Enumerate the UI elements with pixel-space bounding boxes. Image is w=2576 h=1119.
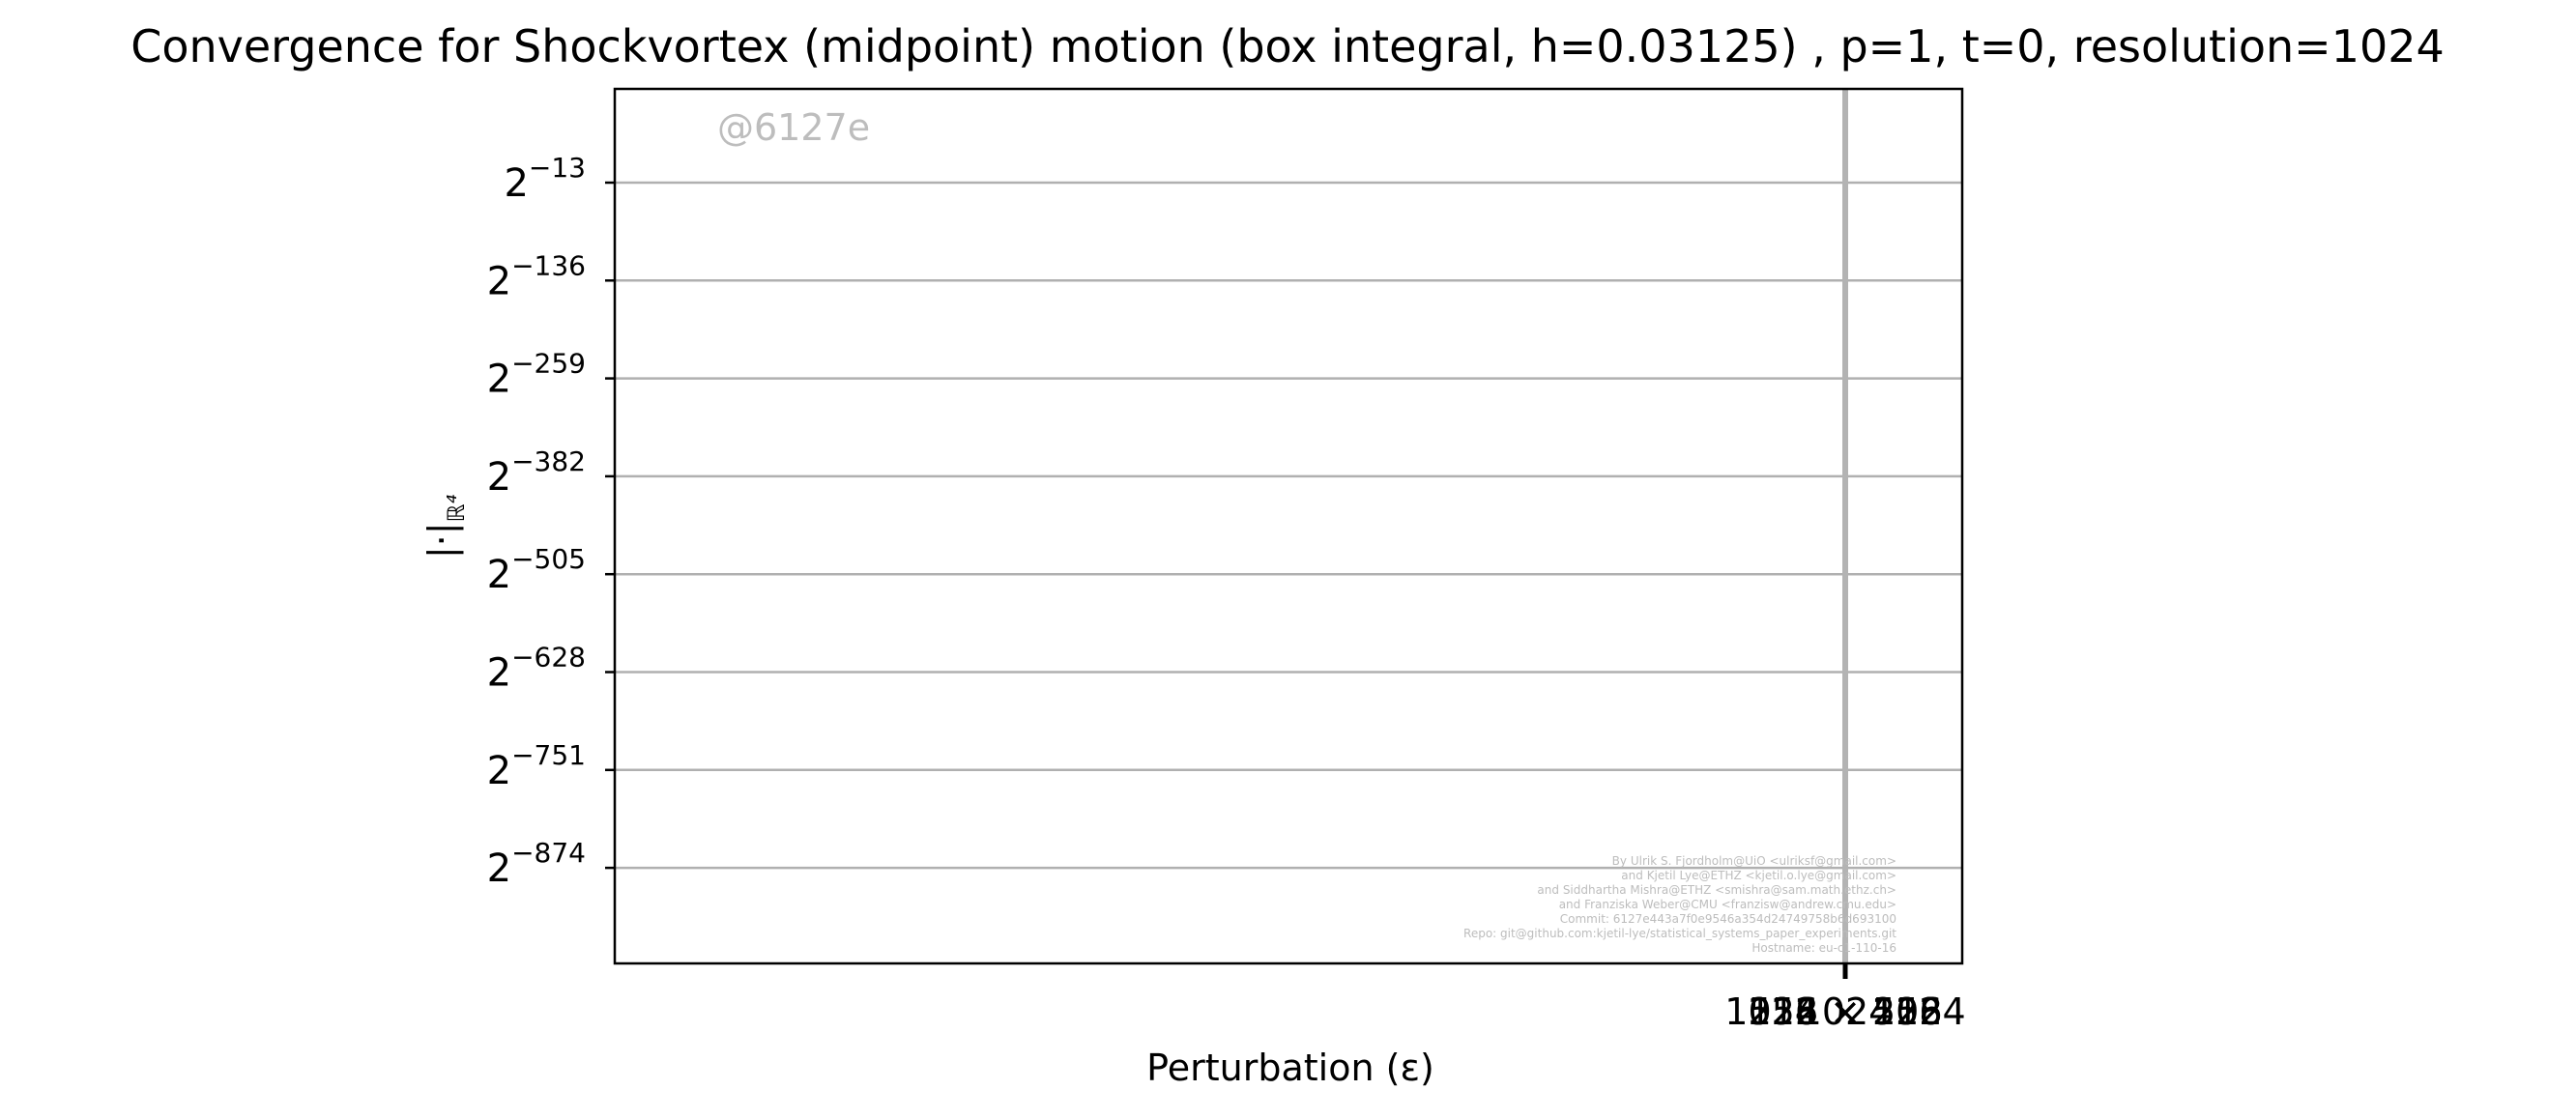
y-tick-label: 2−505 [487, 543, 586, 597]
x-axis-label: Perturbation (ε) [1146, 1047, 1434, 1089]
y-tick-base: 2 [487, 358, 511, 402]
y-tick-exponent: −751 [511, 739, 586, 771]
y-tick-base: 2 [487, 651, 511, 696]
y-tick-base: 2 [487, 846, 511, 891]
credit-line: and Franziska Weber@CMU <franzisw@andrew… [1559, 898, 1896, 911]
y-tick-exponent: −13 [529, 152, 586, 184]
watermark: @6127e [717, 106, 870, 149]
y-tick-label: 2−382 [487, 445, 586, 500]
x-tick-label: 1024 × 1024 [1724, 990, 1965, 1033]
credit-line: By Ulrik S. Fjordholm@UiO <ulriksf@gmail… [1612, 854, 1896, 868]
y-tick-base: 2 [504, 161, 528, 206]
y-tick-label: 2−628 [487, 642, 586, 696]
svg-text:|·|ℝ⁴: |·|ℝ⁴ [420, 494, 470, 559]
credits-block: By Ulrik S. Fjordholm@UiO <ulriksf@gmail… [1463, 854, 1896, 955]
credit-line: Hostname: eu-c1-110-16 [1751, 941, 1896, 955]
y-tick-exponent: −628 [511, 642, 586, 674]
credit-line: and Kjetil Lye@ETHZ <kjetil.o.lye@gmail.… [1621, 869, 1896, 882]
y-axis-label: |·|ℝ⁴ [420, 494, 470, 559]
x-tick-label: 256 × 256 [1748, 990, 1942, 1033]
y-tick-label: 2−259 [487, 348, 586, 402]
y-tick-label: 2−13 [504, 152, 586, 206]
y-tick-label: 2−751 [487, 739, 586, 793]
credit-line: and Siddhartha Mishra@ETHZ <smishra@sam.… [1537, 883, 1896, 897]
y-tick-exponent: −382 [511, 445, 586, 477]
y-tick-base: 2 [487, 749, 511, 793]
y-tick-exponent: −136 [511, 249, 586, 281]
credit-line: Commit: 6127e443a7f0e9546a354d24749758b6… [1560, 912, 1896, 926]
x-axis-label-text: Perturbation (ε) [1146, 1047, 1434, 1089]
y-tick-label: 2−136 [487, 249, 586, 303]
x-tick-label: 1024 [1799, 990, 1893, 1033]
y-tick-exponent: −874 [511, 837, 586, 869]
chart-title: Convergence for Shockvortex (midpoint) m… [130, 20, 2445, 72]
x-tick-label: 512 × 512 [1748, 990, 1942, 1033]
y-axis-label-text: |·| [420, 522, 464, 559]
y-tick-exponent: −259 [511, 348, 586, 380]
y-tick-base: 2 [487, 259, 511, 303]
y-tick-base: 2 [487, 553, 511, 597]
credit-line: Repo: git@github.com:kjetil-lye/statisti… [1463, 927, 1896, 940]
plot-area [613, 87, 1964, 965]
y-tick-label: 2−874 [487, 837, 586, 891]
y-tick-base: 2 [487, 455, 511, 500]
x-tick-label: 128 × 128 [1748, 990, 1942, 1033]
y-tick-exponent: −505 [511, 543, 586, 575]
grid-lines [615, 181, 1962, 870]
y-axis-label-subscript: ℝ⁴ [443, 494, 470, 522]
